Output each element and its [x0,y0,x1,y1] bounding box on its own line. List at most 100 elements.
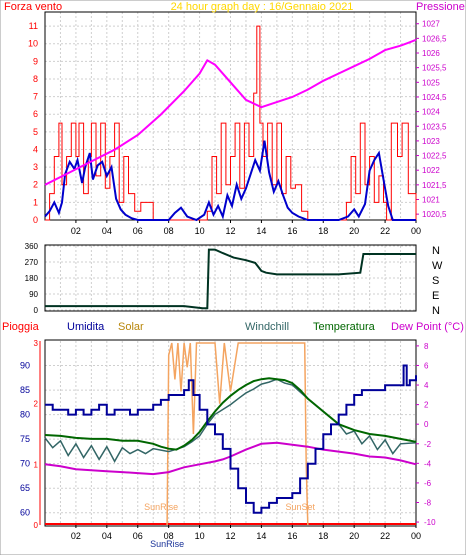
pressure-ytick-label: 1024,5 [422,93,447,102]
temp-xtick-label: 16 [287,531,297,541]
pressure-ytick-label: 1021,5 [422,181,447,190]
pressure-ytick-label: 1025 [422,78,440,87]
wind-xtick-label: 06 [133,226,143,236]
legend-dewpoint: Dew Point (°C) [391,321,464,333]
wind-xtick-label: 16 [287,226,297,236]
temp-ytick-label: 2 [424,401,429,410]
temp-xtick-label: 14 [256,531,266,541]
sunrise-axis-label: SunRise [150,539,184,549]
temp-xtick-label: 06 [133,531,143,541]
solar-series-line [166,342,309,526]
windchill-series-line [44,378,417,463]
temp-xtick-label: 02 [71,531,81,541]
pressure-series-line [44,38,417,186]
dewpoint-series-line [44,441,417,476]
humidity-ytick-label: 65 [20,483,30,493]
temp-xtick-label: 00 [411,531,421,541]
rain-ytick-label: 1 [34,460,39,469]
pressure-ytick-label: 1025,5 [422,64,447,73]
wind-ytick-label: 6 [33,109,38,119]
rain-ytick-label: 0 [34,521,39,530]
wind-xtick-label: 20 [349,226,359,236]
humidity-ytick-label: 90 [20,361,30,371]
pressure-ytick-label: 1026,5 [422,34,447,43]
temp-xtick-label: 18 [318,531,328,541]
temp-xtick-label: 10 [195,531,205,541]
legend-humidity: Umidita [67,321,105,333]
wind-xtick-label: 08 [164,226,174,236]
compass-label: W [432,260,443,272]
legend-temperature: Temperatura [313,321,376,333]
legend-rain: Pioggia [2,321,40,333]
wind-speed-series-line [44,140,416,222]
direction-ytick-label: 180 [25,274,39,283]
legend-solar: Solar [118,321,144,333]
temp-ytick-label: -6 [424,479,432,488]
humidity-ytick-label: 70 [20,459,30,469]
wind-xtick-label: 10 [195,226,205,236]
pressure-ytick-label: 1022,5 [422,152,447,161]
pressure-ytick-label: 1021 [422,195,440,204]
pressure-ytick-label: 1027 [422,20,440,29]
temp-xtick-label: 08 [164,531,174,541]
wind-ytick-label: 4 [33,144,38,154]
wind-ytick-label: 11 [29,21,38,31]
legend-windchill: Windchill [245,321,289,333]
temp-ytick-label: 0 [424,420,429,429]
pressure-axis-title: Pressione [416,1,465,13]
temp-ytick-label: -10 [424,518,436,527]
temp-xtick-label: 04 [102,531,112,541]
humidity-ytick-label: 60 [20,508,30,518]
sunrise-label: SunRise [144,502,178,512]
direction-ytick-label: 360 [25,242,39,251]
wind-pressure-chart: 24 hour graph day : 16/Gennaio 2021 Forz… [4,1,465,236]
wind-xtick-label: 04 [102,226,112,236]
direction-ytick-label: 0 [34,306,39,315]
wind-direction-series-line [45,248,416,310]
humidity-ytick-label: 80 [20,410,30,420]
wind-xtick-label: 18 [318,226,328,236]
direction-ytick-label: 90 [29,290,38,299]
pressure-ytick-label: 1020,5 [422,210,447,219]
compass-label: N [432,245,440,257]
wind-xtick-label: 00 [411,226,421,236]
temp-xtick-label: 12 [225,531,235,541]
compass-label: E [432,290,439,302]
temp-ytick-label: -2 [424,440,432,449]
compass-label: N [432,305,440,317]
pressure-ytick-label: 1026 [422,49,440,58]
pressure-ytick-label: 1023 [422,137,440,146]
wind-left-axis-title: Forza vento [4,1,62,13]
wind-chart-title: 24 hour graph day : 16/Gennaio 2021 [171,1,354,13]
wind-ytick-label: 2 [33,180,38,190]
sunset-label: SunSet [285,502,315,512]
wind-ytick-label: 3 [33,162,38,172]
wind-ytick-label: 10 [28,39,38,49]
rain-ytick-label: 2 [34,400,39,409]
compass-label: S [432,275,439,287]
humidity-ytick-label: 85 [20,385,30,395]
pressure-ytick-label: 1022 [422,166,440,175]
wind-ytick-label: 9 [33,56,38,66]
humidity-ytick-label: 75 [20,434,30,444]
temperature-series-line [44,377,417,451]
wind-ytick-label: 5 [33,127,38,137]
wind-ytick-label: 1 [33,197,38,207]
wind-ytick-label: 0 [33,215,38,225]
temp-ytick-label: 6 [424,361,429,370]
pressure-ytick-label: 1023,5 [422,122,447,131]
temp-xtick-label: 22 [380,531,390,541]
temp-xtick-label: 20 [349,531,359,541]
temp-ytick-label: -4 [424,459,432,468]
temperature-humidity-chart: Pioggia Umidita Solar Windchill Temperat… [2,321,464,549]
direction-plot-frame [44,244,417,312]
wind-xtick-label: 14 [256,226,266,236]
wind-ytick-label: 7 [33,92,38,102]
direction-ytick-label: 270 [25,258,39,267]
wind-xtick-label: 12 [225,226,235,236]
wind-xtick-label: 22 [380,226,390,236]
rain-ytick-label: 3 [34,339,39,348]
wind-xtick-label: 02 [71,226,81,236]
